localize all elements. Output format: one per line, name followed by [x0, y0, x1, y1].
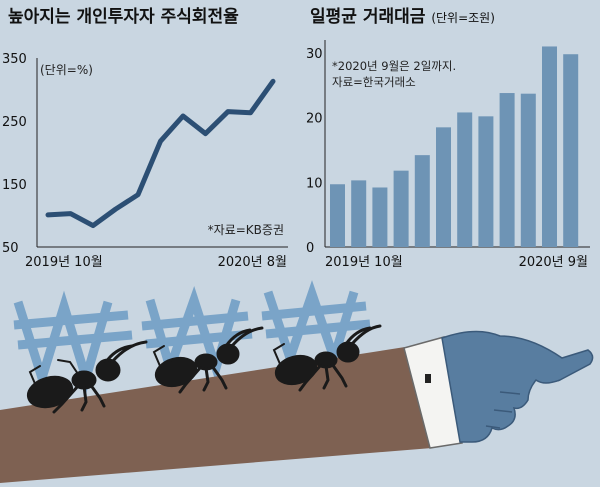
right-y-tick-label: 20 — [306, 112, 323, 127]
left-y-tick-label: 350 — [2, 52, 27, 67]
pointing-hand — [442, 331, 593, 442]
right-chart-title: 일평균 거래대금 (단위=조원) — [310, 7, 495, 27]
left-y-tick-label: 150 — [2, 178, 27, 193]
right-bar — [330, 184, 345, 247]
right-bar — [394, 171, 409, 247]
right-y-tick-label: 30 — [306, 47, 323, 62]
right-y-tick-label: 0 — [306, 241, 314, 256]
right-note-line2: 자료=한국거래소 — [332, 75, 416, 89]
left-x-end-label: 2020년 8월 — [218, 255, 287, 270]
right-bar — [436, 127, 451, 247]
right-bar — [415, 155, 430, 247]
right-bar — [372, 187, 387, 247]
right-bar — [500, 93, 515, 247]
right-bar — [457, 112, 472, 247]
right-bar — [542, 46, 557, 247]
right-bar — [521, 94, 536, 247]
right-note-line1: *2020년 9월은 2일까지. — [332, 59, 456, 73]
left-unit-label: (단위=%) — [40, 63, 93, 77]
left-y-tick-label: 250 — [2, 115, 27, 130]
cufflink-icon — [425, 374, 431, 383]
right-bar — [478, 116, 493, 247]
right-x-end-label: 2020년 9월 — [519, 255, 588, 270]
left-y-tick-label: 50 — [2, 241, 19, 256]
left-series-line — [48, 81, 273, 225]
right-y-tick-label: 10 — [306, 176, 323, 191]
right-bar — [563, 54, 578, 247]
left-source-label: *자료=KB증권 — [208, 223, 284, 237]
right-x-start-label: 2019년 10월 — [325, 255, 403, 270]
right-bar — [351, 180, 366, 247]
left-x-start-label: 2019년 10월 — [25, 255, 103, 270]
left-chart-title: 높아지는 개인투자자 주식회전율 — [8, 7, 239, 27]
illustration — [0, 292, 593, 483]
